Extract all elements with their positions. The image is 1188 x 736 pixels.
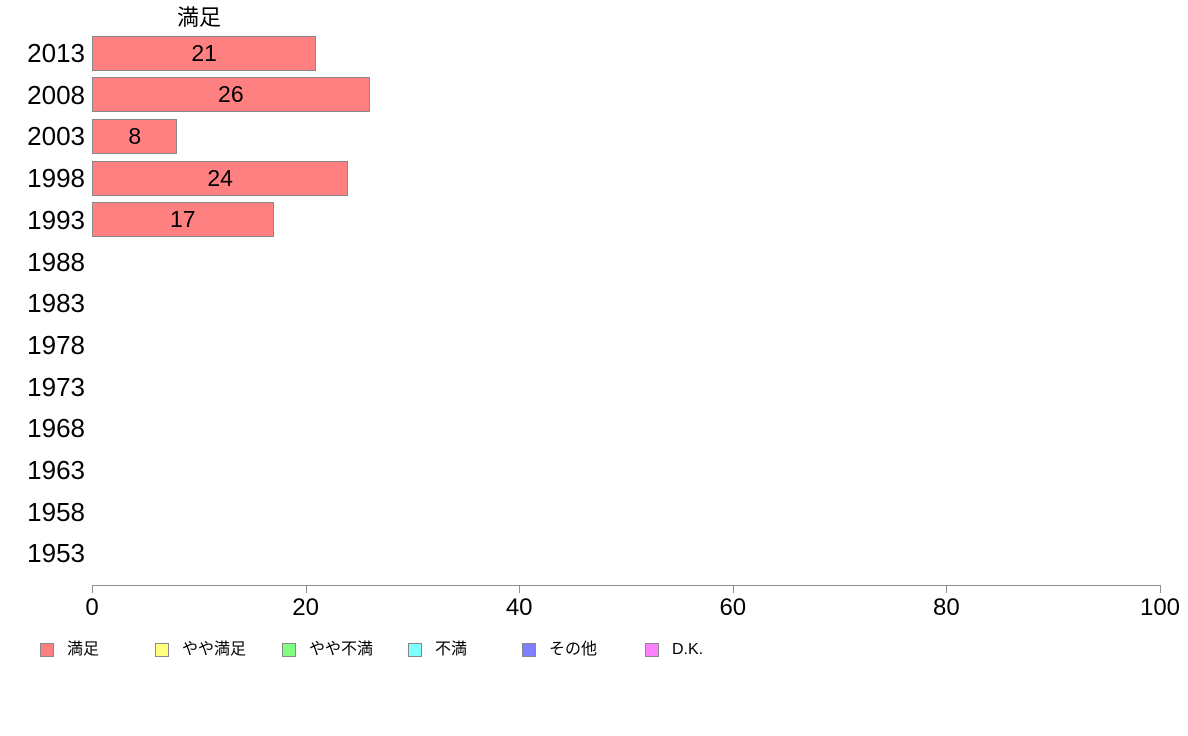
y-axis-label: 1998 bbox=[27, 163, 85, 194]
bar-value-label: 24 bbox=[207, 164, 233, 191]
legend-label: その他 bbox=[549, 641, 598, 658]
bar: 8 bbox=[92, 118, 178, 154]
legend-label: D.K. bbox=[672, 641, 704, 658]
legend-swatch bbox=[40, 643, 54, 657]
legend-item: やや満足 bbox=[155, 641, 246, 659]
y-axis-label: 1983 bbox=[27, 288, 85, 319]
y-axis-label: 1958 bbox=[27, 496, 85, 527]
x-axis-tick-label: 60 bbox=[719, 594, 747, 621]
x-axis-tick-label: 0 bbox=[85, 594, 99, 621]
legend-label: やや不満 bbox=[309, 641, 374, 658]
legend-swatch bbox=[282, 643, 296, 657]
legend-swatch bbox=[645, 643, 659, 657]
x-axis-tick bbox=[946, 586, 948, 593]
legend-swatch bbox=[155, 643, 169, 657]
bar-value-label: 17 bbox=[169, 206, 196, 233]
legend-label: やや満足 bbox=[182, 641, 247, 658]
bar: 24 bbox=[92, 160, 349, 196]
bar: 26 bbox=[92, 77, 370, 113]
y-axis-label: 2003 bbox=[27, 121, 85, 152]
legend-item: 満足 bbox=[40, 641, 99, 659]
legend-item: やや不満 bbox=[282, 641, 373, 659]
y-axis-label: 1963 bbox=[27, 455, 85, 485]
bar: 21 bbox=[92, 35, 317, 71]
legend-item: 不満 bbox=[408, 641, 467, 659]
legend-swatch bbox=[408, 643, 422, 657]
x-axis-tick-label: 40 bbox=[505, 594, 533, 621]
x-axis-tick-label: 80 bbox=[933, 594, 960, 621]
legend-swatch bbox=[522, 643, 536, 657]
bar: 17 bbox=[92, 202, 274, 238]
legend-label: 満足 bbox=[67, 641, 100, 658]
x-axis-tick bbox=[1160, 586, 1161, 593]
y-axis-label: 1988 bbox=[27, 246, 85, 277]
x-axis-line bbox=[92, 585, 1161, 586]
y-axis-label: 1993 bbox=[27, 204, 85, 235]
x-axis-tick-label: 100 bbox=[1139, 594, 1181, 621]
y-axis-label: 1973 bbox=[27, 371, 85, 402]
x-axis-tick bbox=[732, 586, 734, 593]
legend-item: その他 bbox=[522, 641, 597, 659]
legend-item: D.K. bbox=[645, 641, 703, 659]
bar-value-label: 26 bbox=[218, 81, 244, 108]
bar-value-label: 8 bbox=[128, 122, 142, 149]
y-axis-label: 1953 bbox=[27, 538, 85, 569]
x-axis-tick bbox=[519, 586, 521, 593]
y-axis-label: 2013 bbox=[27, 38, 85, 68]
x-axis-tick-label: 20 bbox=[292, 594, 319, 621]
y-axis-label: 1968 bbox=[27, 413, 85, 444]
x-axis-tick bbox=[305, 586, 307, 593]
x-axis-tick bbox=[92, 586, 93, 593]
chart-title: 満足 bbox=[176, 5, 221, 30]
legend-label: 不満 bbox=[435, 641, 468, 658]
y-axis-label: 2008 bbox=[27, 79, 85, 110]
bar-value-label: 21 bbox=[191, 39, 217, 66]
y-axis-label: 1978 bbox=[27, 329, 85, 360]
